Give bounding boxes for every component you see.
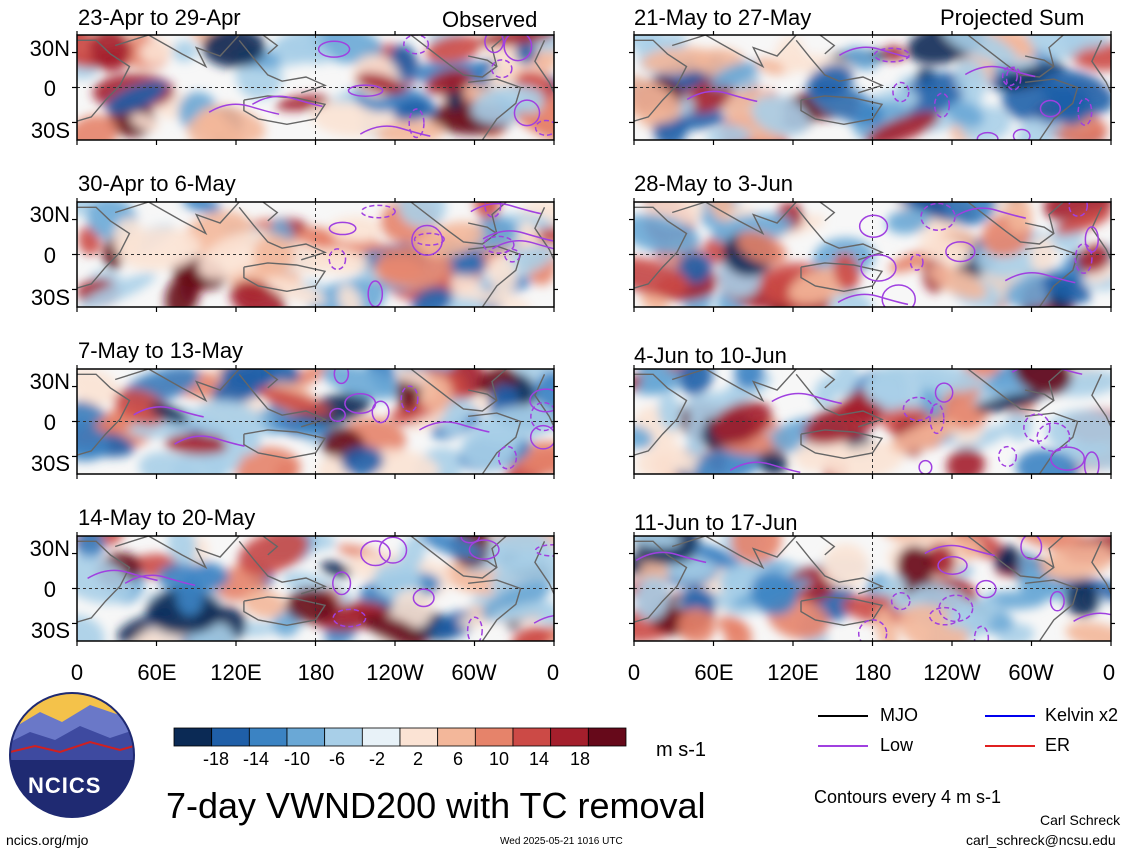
- colorbar: [173, 727, 627, 747]
- colorbar-label: -10: [283, 749, 310, 769]
- lat-label-30n: 30N: [29, 202, 70, 227]
- map-panels: [72, 31, 1115, 646]
- colorbar-label: 6: [452, 749, 463, 769]
- lon-label: 120W: [366, 660, 424, 685]
- contours-note: Contours every 4 m s-1: [814, 787, 1002, 807]
- lon-label: 120E: [210, 660, 262, 685]
- wind-anomaly-field: [77, 35, 554, 140]
- colorbar-swatch: [474, 727, 514, 747]
- lat-label-30n: 30N: [29, 36, 70, 61]
- colorbar-swatch: [361, 727, 401, 747]
- coastlines: [77, 369, 554, 474]
- lon-label: 60W: [451, 660, 497, 685]
- lon-label: 0: [627, 660, 641, 685]
- projected-sum-label: Projected Sum: [940, 5, 1085, 30]
- low-contours: [729, 369, 1100, 474]
- lon-label: 120W: [923, 660, 981, 685]
- coastlines: [77, 536, 554, 641]
- lat-label-30n: 30N: [29, 369, 70, 394]
- colorbar-label: -18: [202, 749, 229, 769]
- lat-label-eq: 0: [43, 577, 56, 602]
- footer-author: Carl Schreck: [1040, 812, 1121, 828]
- wind-anomaly-field: [77, 536, 554, 641]
- colorbar-swatch: [324, 727, 363, 747]
- ncics-logo: [9, 692, 135, 818]
- logo-text: NCICS: [28, 773, 102, 798]
- footer-email[interactable]: carl_schreck@ncsu.edu: [966, 832, 1116, 848]
- low-contours: [837, 202, 1099, 307]
- lon-label: 0: [546, 660, 560, 685]
- panel-title-right-4: 11-Jun to 17-Jun: [634, 510, 798, 535]
- low-contours: [133, 369, 554, 470]
- panel-title-right-3: 4-Jun to 10-Jun: [634, 343, 787, 368]
- colorbar-label: -2: [368, 749, 385, 769]
- colorbar-swatch: [211, 727, 250, 747]
- low-contours: [686, 46, 1093, 140]
- panel-title-left-1: 23-Apr to 29-Apr: [78, 5, 241, 30]
- wind-anomaly-field: [634, 536, 1111, 641]
- coastlines: [634, 536, 1111, 641]
- colorbar-swatch: [286, 727, 326, 747]
- panel-title-right-1: 21-May to 27-May: [634, 5, 812, 30]
- legend-label-er: ER: [1045, 735, 1071, 755]
- lat-label-eq: 0: [43, 76, 56, 101]
- map-panel: [72, 532, 558, 646]
- legend-label-mjo: MJO: [880, 705, 918, 725]
- lat-label-30s: 30S: [30, 118, 70, 143]
- colorbar-label: 10: [488, 749, 510, 769]
- lon-label: 60W: [1008, 660, 1054, 685]
- low-contours: [208, 35, 554, 139]
- map-panel: [629, 365, 1115, 479]
- legend-label-low: Low: [880, 735, 914, 755]
- lon-label: 0: [70, 660, 84, 685]
- colorbar-label: -6: [328, 749, 345, 769]
- colorbar-swatch: [512, 727, 552, 747]
- lat-label-30s: 30S: [30, 618, 70, 643]
- wind-anomaly-field: [77, 202, 554, 307]
- lat-label-30s: 30S: [30, 285, 70, 310]
- colorbar-label: 18: [569, 749, 591, 769]
- lon-label: 60E: [137, 660, 177, 685]
- lat-label-30n: 30N: [29, 536, 70, 561]
- low-contours: [635, 536, 1111, 641]
- colorbar-swatch: [173, 727, 213, 747]
- lat-label-eq: 0: [43, 243, 56, 268]
- lon-label: 120E: [767, 660, 819, 685]
- colorbar-swatch: [248, 727, 288, 747]
- colorbar-swatch: [437, 727, 476, 747]
- legend-label-kelvin: Kelvin x2: [1045, 705, 1119, 725]
- colorbar-swatch: [399, 727, 439, 747]
- panel-title-left-4: 14-May to 20-May: [78, 505, 256, 530]
- main-title: 7-day VWND200 with TC removal: [166, 785, 706, 826]
- colorbar-label: 14: [528, 749, 550, 769]
- coastlines: [634, 369, 1111, 474]
- panel-title-left-2: 30-Apr to 6-May: [78, 171, 236, 196]
- lon-label: 180: [854, 660, 892, 685]
- footer-site-link[interactable]: ncics.org/mjo: [6, 832, 89, 848]
- colorbar-swatch: [587, 727, 627, 747]
- map-panel: [629, 31, 1115, 145]
- footer-timestamp: Wed 2025-05-21 1016 UTC: [500, 836, 623, 847]
- panel-title-right-2: 28-May to 3-Jun: [634, 171, 793, 196]
- colorbar-swatch: [550, 727, 589, 747]
- panel-title-left-3: 7-May to 13-May: [78, 338, 244, 363]
- lat-label-eq: 0: [43, 410, 56, 435]
- wind-anomaly-field: [77, 369, 554, 474]
- colorbar-label: 2: [412, 749, 423, 769]
- map-panel: [629, 532, 1115, 646]
- colorbar-units: m s-1: [656, 739, 706, 761]
- lon-label: 0: [1102, 660, 1116, 685]
- colorbar-label: -14: [242, 749, 269, 769]
- map-panel: [72, 31, 558, 145]
- lon-label: 180: [297, 660, 335, 685]
- lat-label-30s: 30S: [30, 451, 70, 476]
- lon-label: 60E: [694, 660, 734, 685]
- legend: [818, 715, 1035, 747]
- wind-anomaly-field: [634, 35, 1111, 140]
- map-panel: [72, 198, 558, 312]
- map-panel: [629, 198, 1115, 312]
- observed-label: Observed: [442, 7, 538, 32]
- map-panel: [72, 365, 558, 479]
